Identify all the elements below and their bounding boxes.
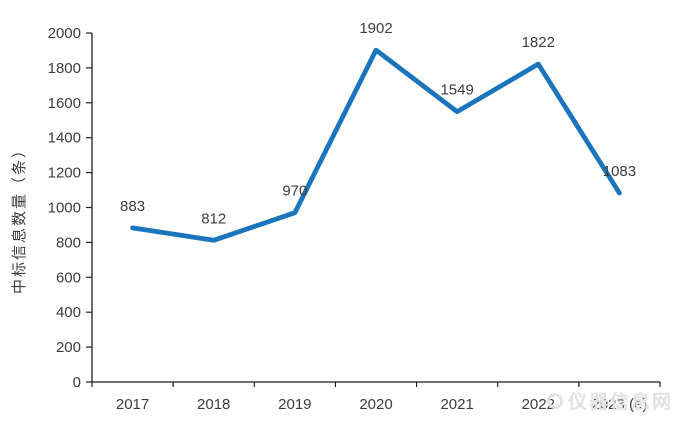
data-label: 1822 (522, 34, 555, 51)
data-label: 1549 (440, 82, 473, 99)
x-tick-label: 2021 (440, 396, 473, 413)
x-tick-label: 2020 (359, 396, 392, 413)
y-tick-label: 1600 (48, 95, 81, 112)
data-label: 883 (120, 198, 145, 215)
y-tick-label: 200 (56, 339, 81, 356)
y-tick-label: 400 (56, 304, 81, 321)
x-tick-label: 2017 (116, 396, 149, 413)
y-tick-label: 1000 (48, 200, 81, 217)
data-label: 1083 (603, 163, 636, 180)
y-tick-label: 2000 (48, 25, 81, 42)
y-tick-label: 1400 (48, 130, 81, 147)
series-line (130, 47, 622, 243)
y-tick-label: 0 (73, 374, 81, 391)
data-label: 812 (201, 210, 226, 227)
data-label: 1902 (359, 20, 392, 37)
y-tick-label: 600 (56, 269, 81, 286)
x-tick-label: 2019 (278, 396, 311, 413)
data-label: 970 (282, 183, 307, 200)
y-tick-label: 1200 (48, 165, 81, 182)
y-tick-label: 800 (56, 234, 81, 251)
x-tick-label: 2023 (e) (591, 396, 647, 413)
x-tick-label: 2018 (197, 396, 230, 413)
y-axis-title: 中标信息数量（条） (11, 141, 28, 294)
y-tick-label: 1800 (48, 60, 81, 77)
x-tick-label: 2022 (522, 396, 555, 413)
